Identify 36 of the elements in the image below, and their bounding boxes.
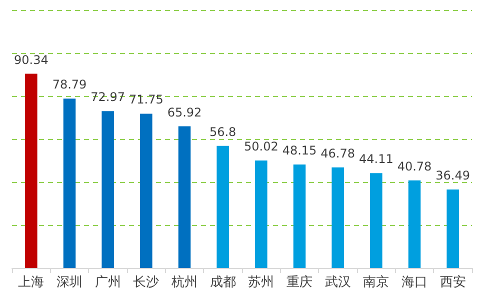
x-tick-label: 武汉 [324, 275, 351, 290]
data-label: 44.11 [358, 152, 394, 166]
bar [178, 126, 191, 268]
bar [102, 111, 114, 268]
data-label: 71.75 [128, 92, 164, 107]
bar [293, 164, 306, 268]
x-tick-label: 上海 [18, 275, 44, 290]
bar [63, 98, 76, 268]
data-label: 78.79 [52, 78, 87, 92]
data-label: 90.34 [14, 52, 48, 67]
bar [255, 160, 268, 268]
data-label: 36.49 [436, 168, 470, 183]
data-label: 48.15 [282, 143, 317, 158]
bar [446, 190, 459, 268]
x-tick-label: 成都 [210, 275, 236, 290]
x-tick-label: 重庆 [286, 275, 312, 290]
x-tick-label: 西安 [440, 274, 466, 290]
bar [25, 74, 38, 268]
bar [140, 114, 152, 268]
data-label: 65.92 [167, 105, 202, 120]
bar [332, 167, 344, 268]
data-label: 72.97 [90, 90, 126, 104]
bar [408, 180, 421, 268]
data-label: 46.78 [320, 146, 356, 160]
x-tick-label: 杭州 [170, 275, 198, 290]
x-tick-label: 南京 [363, 275, 390, 290]
x-tick-label: 广州 [94, 275, 121, 290]
x-tick-label: 海口 [402, 275, 428, 290]
x-tick-label: 苏州 [248, 275, 274, 290]
data-label: 40.78 [397, 159, 432, 174]
x-tick-label: 深圳 [56, 275, 82, 290]
bar [370, 173, 382, 268]
x-tick-label: 长沙 [133, 275, 160, 290]
data-label: 56.8 [209, 124, 236, 139]
bar [216, 146, 229, 268]
data-label: 50.02 [244, 139, 278, 154]
